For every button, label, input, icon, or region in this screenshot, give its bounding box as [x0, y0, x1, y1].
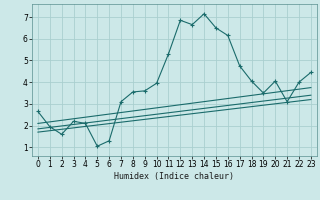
X-axis label: Humidex (Indice chaleur): Humidex (Indice chaleur) — [115, 172, 234, 181]
